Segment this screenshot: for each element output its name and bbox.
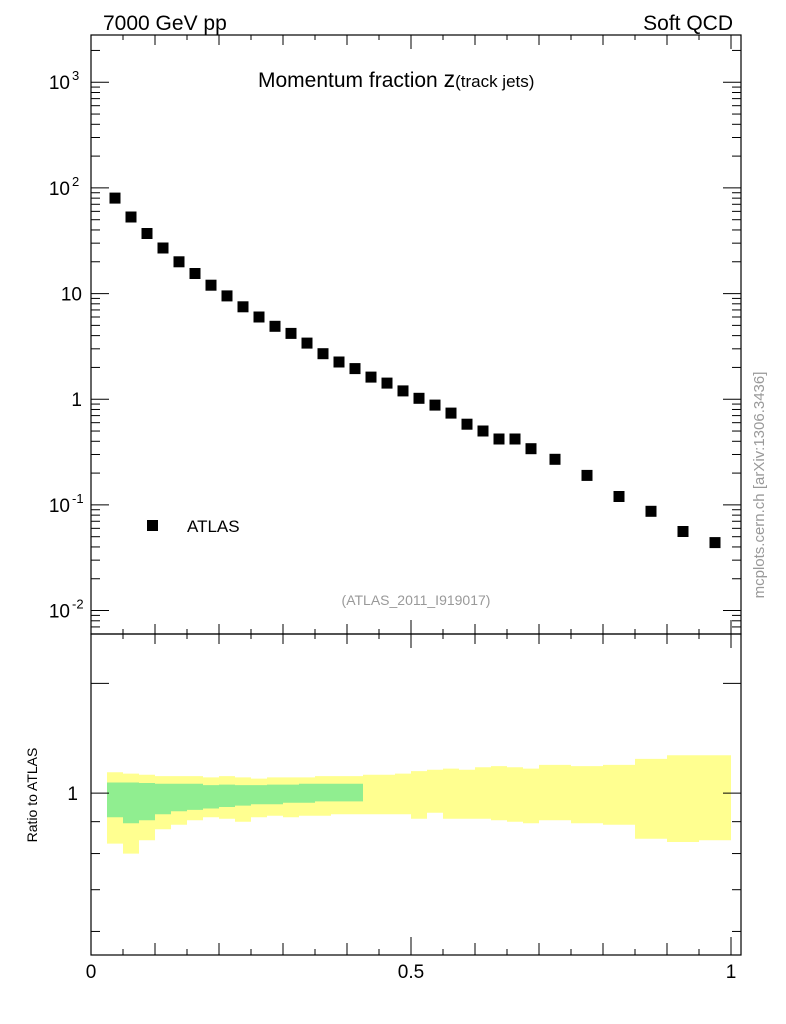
ratio-bands [107, 755, 731, 854]
y-tick-label: 10 [49, 73, 70, 94]
data-point [157, 242, 169, 254]
ratio-panel-axes: 0 0.5 1 1 [67, 633, 742, 983]
data-point [677, 526, 689, 537]
y-tick-label-exponent: 2 [72, 174, 79, 189]
data-point [581, 469, 593, 481]
data-point [205, 279, 217, 291]
data-point [549, 453, 561, 465]
y-tick-label: 1 [71, 390, 82, 411]
data-point [189, 268, 201, 279]
side-credit-label: mcplots.cern.ch [arXiv:1306.3436] [751, 372, 768, 599]
data-point [141, 228, 153, 239]
data-point [493, 433, 505, 445]
plot-title: Momentum fraction z(track jets) [258, 66, 534, 92]
data-point [221, 290, 233, 302]
y-tick-label: 10 [49, 496, 70, 517]
header-right-label: Soft QCD [643, 12, 733, 35]
main-panel-frame [90, 34, 742, 635]
y-tick-label: 10 [61, 285, 82, 306]
x-tick-label: 0.5 [398, 962, 424, 983]
y-tick-label: 10 [49, 179, 70, 200]
y-tick-label: 10 [49, 602, 70, 623]
x-tick-label: 1 [726, 962, 737, 983]
data-point [349, 363, 361, 375]
data-point [237, 301, 249, 313]
data-point [509, 433, 521, 445]
data-point [365, 371, 377, 383]
data-point [525, 443, 537, 455]
data-point [477, 425, 489, 437]
data-point [413, 392, 425, 404]
data-point [397, 385, 409, 397]
y-tick-label-exponent: -1 [72, 491, 84, 506]
data-point [461, 418, 473, 430]
data-point [613, 491, 625, 502]
data-point [109, 192, 121, 204]
data-point [301, 337, 313, 349]
y-tick-label-exponent: -2 [72, 597, 84, 612]
inner-uncertainty-band [107, 782, 363, 824]
data-point [381, 377, 393, 389]
data-point [445, 407, 457, 419]
data-point [333, 356, 345, 368]
header-left-label: 7000 GeV pp [103, 12, 227, 35]
plot-title-subscript: (track jets) [455, 72, 534, 91]
ratio-panel-frame [90, 633, 742, 956]
data-point [253, 311, 265, 323]
data-point [173, 256, 185, 268]
y-tick-label-exponent: 3 [72, 68, 79, 83]
data-point [269, 320, 281, 332]
outer-uncertainty-band [107, 755, 731, 854]
data-point [645, 505, 657, 517]
plot-title-main: Momentum fraction [258, 69, 444, 92]
data-point [125, 211, 137, 223]
ratio-y-axis-label: Ratio to ATLAS [24, 748, 40, 843]
ratio-y-tick-label: 1 [67, 784, 78, 805]
plot-title-variable: z [444, 66, 456, 92]
data-point [317, 348, 329, 360]
data-point [285, 327, 297, 339]
x-tick-label: 0 [86, 962, 97, 983]
analysis-id-label: (ATLAS_2011_I919017) [342, 592, 491, 608]
legend-label: ATLAS [187, 517, 240, 536]
legend-marker [147, 520, 158, 531]
data-points [109, 192, 721, 549]
data-point [709, 537, 721, 549]
data-point [429, 399, 441, 411]
